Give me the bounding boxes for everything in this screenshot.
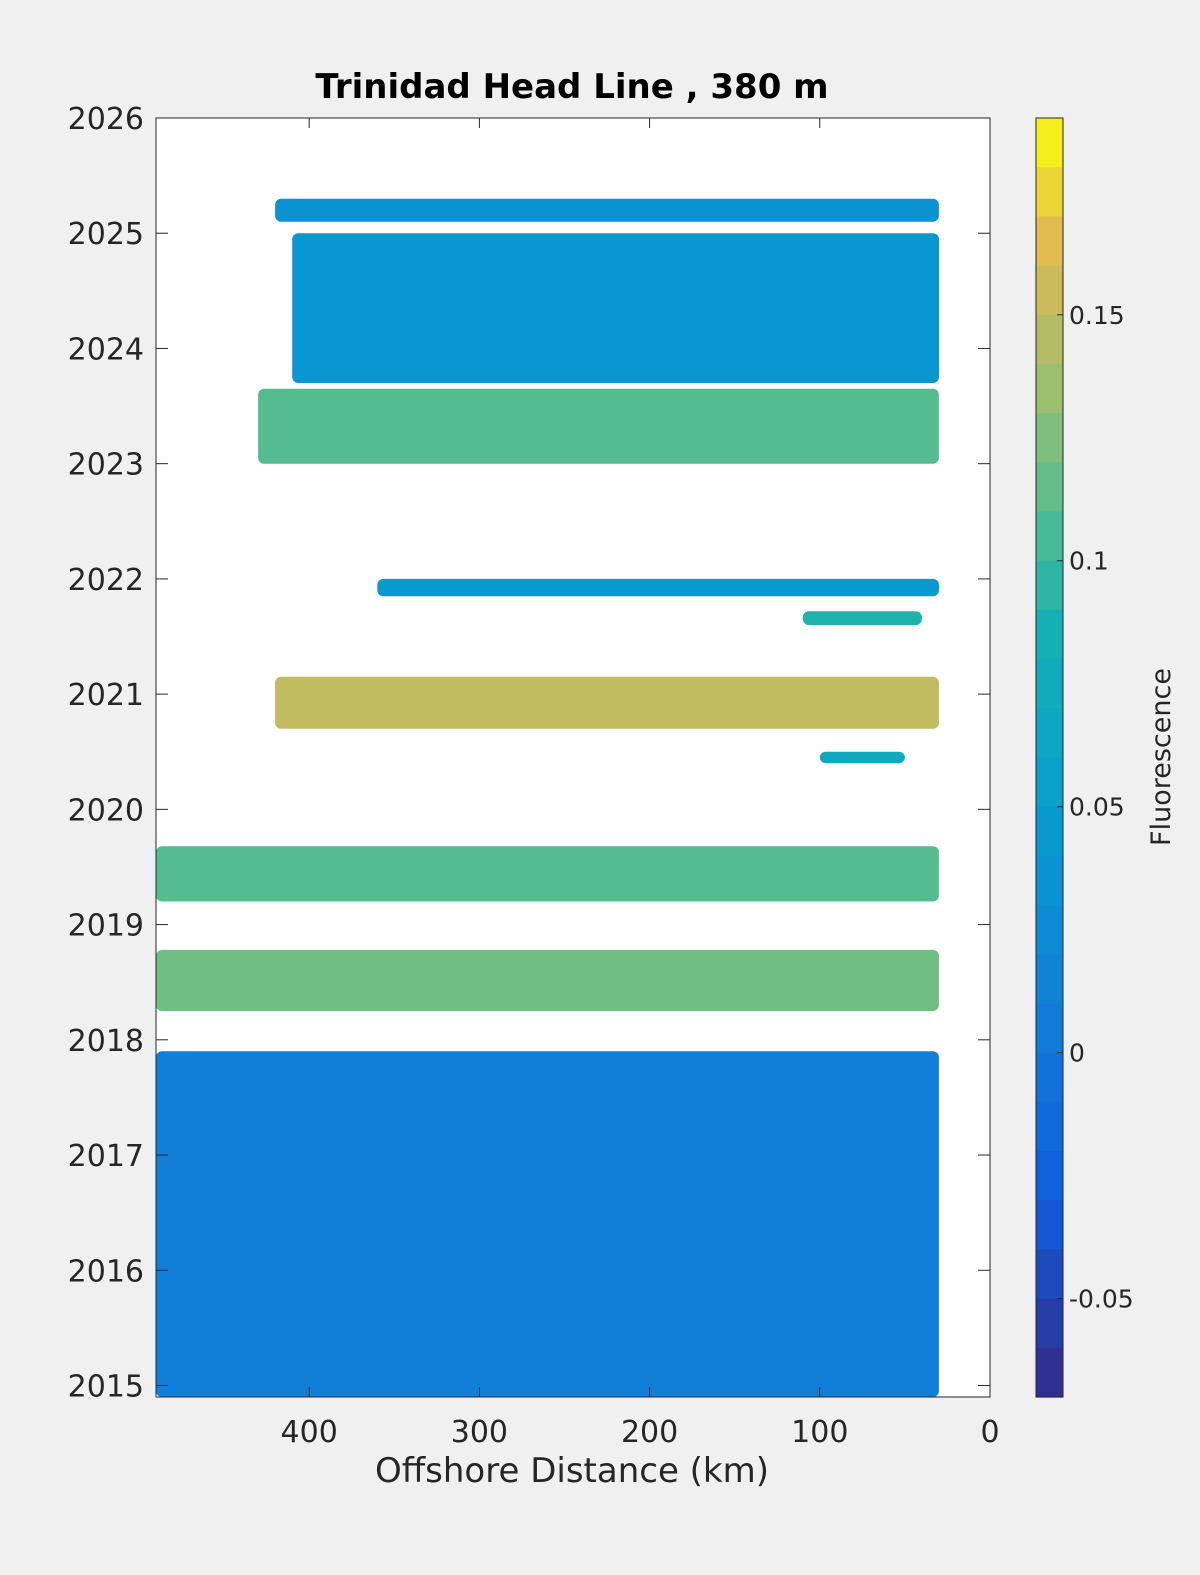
colorbar-frame <box>1035 117 1064 1398</box>
contour-band <box>156 846 939 902</box>
colorbar-segment <box>1036 560 1063 611</box>
x-tick-label: 200 <box>621 1415 678 1450</box>
colorbar-tick-label: -0.05 <box>1069 1285 1134 1314</box>
contour-band <box>156 1051 939 1397</box>
colorbar: -0.05 0 0.05 0.1 0.15 <box>1035 117 1134 1398</box>
chart-title: Trinidad Head Line , 380 m <box>315 67 828 107</box>
colorbar-segment <box>1036 1101 1063 1152</box>
contour-band <box>258 388 939 464</box>
y-tick-label: 2026 <box>68 102 144 137</box>
colorbar-tick-label: 0 <box>1069 1039 1085 1068</box>
x-axis-label: Offshore Distance (km) <box>375 1451 769 1491</box>
y-axis: 2015 2016 2017 2018 2019 2020 2021 2022 2023 2024… <box>68 102 990 1404</box>
contour-band <box>802 611 922 625</box>
colorbar-segment <box>1036 1200 1063 1250</box>
x-tick-label: 0 <box>980 1415 999 1450</box>
colorbar-segment <box>1036 806 1063 857</box>
y-tick-label: 2024 <box>68 332 144 367</box>
y-tick-label: 2016 <box>68 1254 144 1289</box>
colorbar-segment <box>1036 1052 1063 1103</box>
colorbar-segment <box>1036 511 1063 562</box>
contour-band <box>819 751 905 764</box>
x-tick-label: 400 <box>281 1415 338 1450</box>
colorbar-segment <box>1036 708 1063 759</box>
x-tick-label: 100 <box>791 1415 848 1450</box>
colorbar-label: Fluorescence <box>1146 668 1177 846</box>
x-tick-label: 300 <box>451 1415 508 1450</box>
colorbar-segment <box>1036 659 1063 709</box>
colorbar-segment <box>1036 364 1063 414</box>
colorbar-segment <box>1036 1003 1063 1054</box>
y-tick-label: 2018 <box>68 1024 144 1059</box>
colorbar-segment <box>1036 462 1063 513</box>
colorbar-segment <box>1036 216 1063 267</box>
y-tick-label: 2021 <box>68 678 144 713</box>
y-tick-label: 2017 <box>68 1139 144 1174</box>
contour-band <box>156 949 939 1011</box>
colorbar-segment <box>1036 1249 1063 1300</box>
colorbar-segment <box>1036 314 1063 365</box>
y-tick-label: 2022 <box>68 563 144 598</box>
contour-bands <box>156 198 939 1397</box>
colorbar-segment <box>1036 905 1063 955</box>
contour-band <box>292 233 939 383</box>
colorbar-segment <box>1036 1298 1063 1349</box>
contour-band <box>275 198 939 222</box>
colorbar-segment <box>1036 167 1063 217</box>
contour-band <box>275 676 939 729</box>
colorbar-segment <box>1036 855 1063 906</box>
contour-band <box>377 578 939 597</box>
colorbar-segment <box>1036 954 1063 1005</box>
colorbar-tick-label: 0.05 <box>1069 793 1125 822</box>
colorbar-segment <box>1036 757 1063 808</box>
y-tick-label: 2020 <box>68 793 144 828</box>
y-tick-label: 2025 <box>68 217 144 252</box>
colorbar-segment <box>1036 413 1063 463</box>
y-tick-label: 2019 <box>68 909 144 944</box>
colorbar-segment <box>1036 609 1063 660</box>
colorbar-segment <box>1036 118 1063 168</box>
plot-frame <box>155 117 991 1398</box>
x-axis: 400 300 200 100 0 <box>281 118 1000 1450</box>
colorbar-tick-label: 0.1 <box>1069 547 1109 576</box>
y-tick-label: 2015 <box>68 1369 144 1404</box>
colorbar-tick-label: 0.15 <box>1069 301 1125 330</box>
colorbar-segment <box>1036 265 1063 316</box>
colorbar-segment <box>1036 1347 1063 1398</box>
y-tick-label: 2023 <box>68 448 144 483</box>
colorbar-segment <box>1036 1151 1063 1201</box>
